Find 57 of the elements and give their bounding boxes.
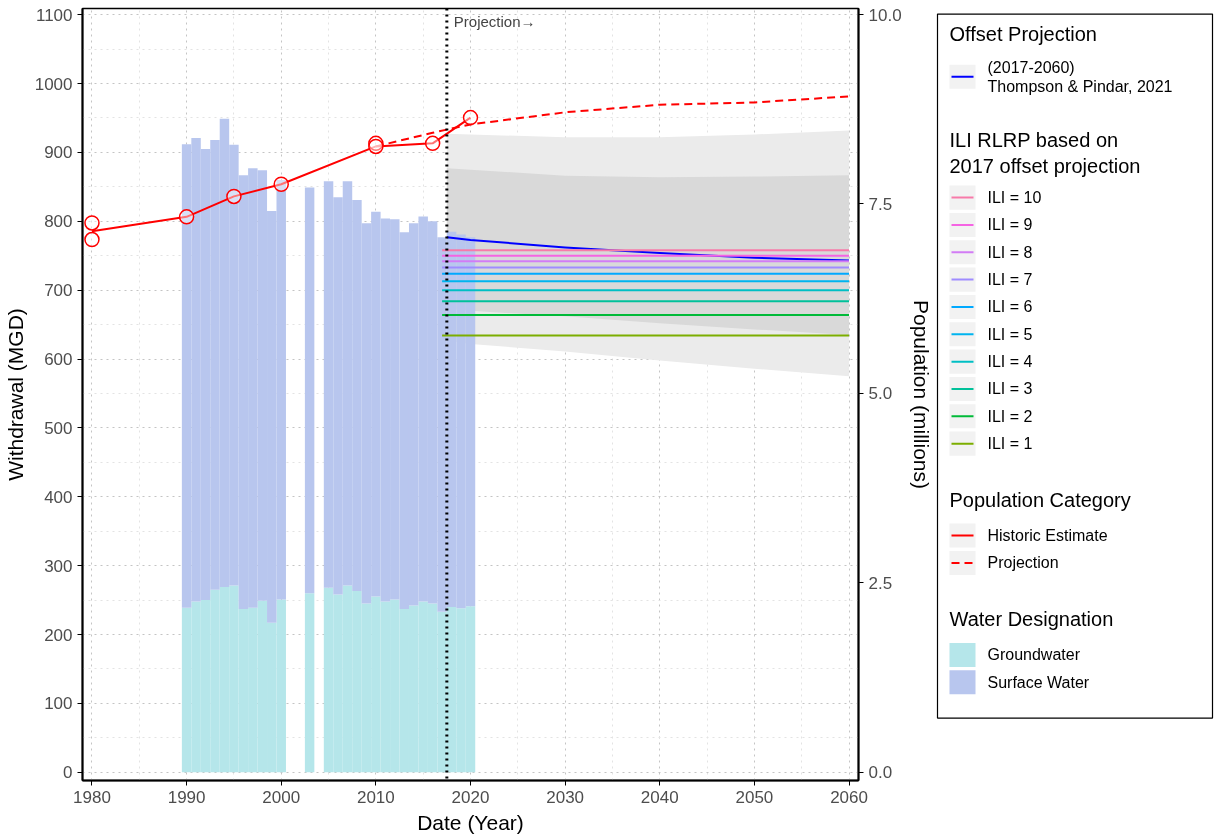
point [424,135,441,152]
x-tick-label: 1990 [167,787,206,807]
legend-label: Groundwater [987,646,1081,664]
bar [304,187,315,594]
y-tick-label: 100 [44,694,73,714]
legend-label: ILI = 5 [987,325,1033,343]
point [178,209,195,225]
y2-tick-label: 0.0 [868,763,893,783]
legend-label: ILI = 9 [987,216,1033,234]
legend-label: ILI = 2 [987,407,1033,425]
x-tick-label: 1980 [73,787,111,807]
y2-tick-label: 10.0 [868,5,902,25]
y2-axis-title: Population (millions) [909,299,933,490]
y-tick-label: 1000 [34,74,73,94]
text: Offset Projection [949,23,1097,46]
y2-tick-label: 2.5 [868,573,893,593]
point [273,176,289,193]
point [462,109,479,126]
ref-line-label: Projection→ [453,12,536,30]
y-tick-label: 600 [44,350,73,370]
y2-tick-label: 5.0 [868,384,893,404]
legend-label: ILI = 8 [987,243,1033,261]
x-tick-label: 2030 [546,787,585,807]
legend-label: Projection [987,554,1059,572]
legend-label: ILI = 6 [987,298,1033,316]
text: Water Designation [949,608,1114,630]
x-tick-label: 2000 [262,787,301,807]
legend-label: ILI = 1 [987,435,1033,453]
y-tick-label: 200 [44,625,73,645]
legend-label: Historic Estimate [987,527,1108,545]
point [226,188,242,205]
x-tick-label: 2010 [356,787,395,807]
y-tick-label: 0 [63,763,73,783]
y-axis-title: Withdrawal (MGD) [3,308,27,481]
bar [304,593,315,773]
legend-label: ILI = 4 [987,353,1033,371]
x-tick-label: 2060 [830,787,868,807]
legend-label: ILI = 10 [987,189,1042,207]
legend-label: (2017-2060) Thompson & Pindar, 2021 [987,58,1173,95]
y-tick-label: 700 [44,281,73,301]
y-tick-label: 400 [44,487,73,507]
x-tick-label: 2050 [735,787,774,807]
y2-tick-label: 7.5 [868,194,893,214]
legend-label: Surface Water [987,673,1090,691]
y-tick-label: 500 [44,418,73,438]
x-tick-label: 2040 [640,787,679,807]
legend-label: ILI = 3 [987,380,1033,398]
y-tick-label: 300 [44,556,73,576]
y-tick-label: 800 [44,212,73,232]
point [84,215,100,231]
y-tick-label: 1100 [35,5,73,25]
legend-label: ILI = 7 [987,271,1033,289]
text: ILI RLRP based on 2017 offset projection [949,128,1141,177]
text: Population Category [949,488,1131,511]
x-tick-label: 2020 [451,787,490,807]
y-tick-label: 900 [44,143,73,163]
x-axis-title: Date (Year) [417,810,524,834]
